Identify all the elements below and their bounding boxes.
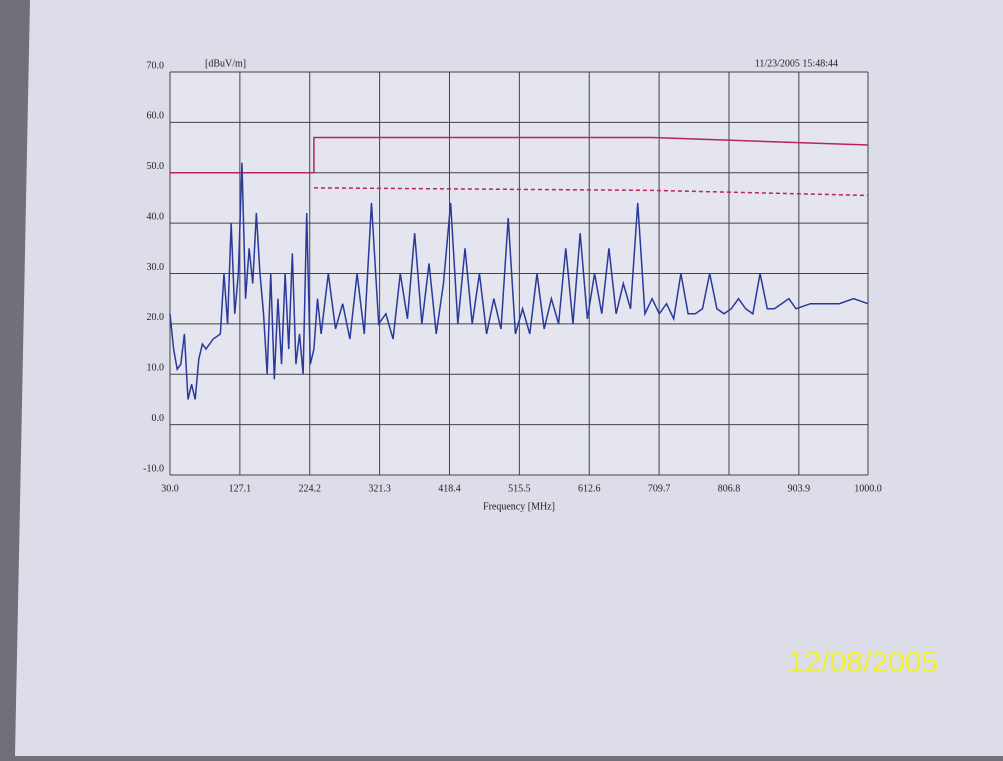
y-tick-label: 60.0 bbox=[147, 111, 165, 122]
x-tick-label: 1000.0 bbox=[854, 483, 882, 494]
timestamp: 11/23/2005 15:48:44 bbox=[755, 58, 838, 69]
x-tick-label: 418.4 bbox=[438, 483, 461, 494]
y-tick-label: -10.0 bbox=[143, 463, 164, 474]
x-tick-label: 903.9 bbox=[788, 483, 811, 494]
y-tick-label: 50.0 bbox=[147, 161, 165, 172]
x-tick-label: 30.0 bbox=[161, 483, 179, 494]
y-unit: [dBuV/m] bbox=[205, 58, 246, 69]
x-tick-label: 612.6 bbox=[578, 483, 601, 494]
x-tick-label: 127.1 bbox=[229, 483, 252, 494]
x-tick-label: 515.5 bbox=[508, 483, 531, 494]
y-tick-label: 20.0 bbox=[147, 312, 165, 323]
y-tick-label: 30.0 bbox=[147, 262, 165, 273]
y-tick-label: 10.0 bbox=[147, 363, 165, 374]
y-tick-label: 40.0 bbox=[147, 211, 165, 222]
y-tick-label: 0.0 bbox=[152, 413, 165, 424]
x-tick-label: 224.2 bbox=[298, 483, 321, 494]
date-stamp: 12/08/2005 bbox=[788, 646, 938, 679]
x-tick-label: 321.3 bbox=[368, 483, 391, 494]
x-tick-label: 709.7 bbox=[648, 483, 671, 494]
photo: [dBuV/m] 11/23/2005 15:48:44 Frequency [… bbox=[0, 0, 1003, 756]
x-axis-title: Frequency [MHz] bbox=[483, 501, 555, 512]
y-tick-label: 70.0 bbox=[147, 60, 165, 71]
x-tick-label: 806.8 bbox=[718, 483, 741, 494]
